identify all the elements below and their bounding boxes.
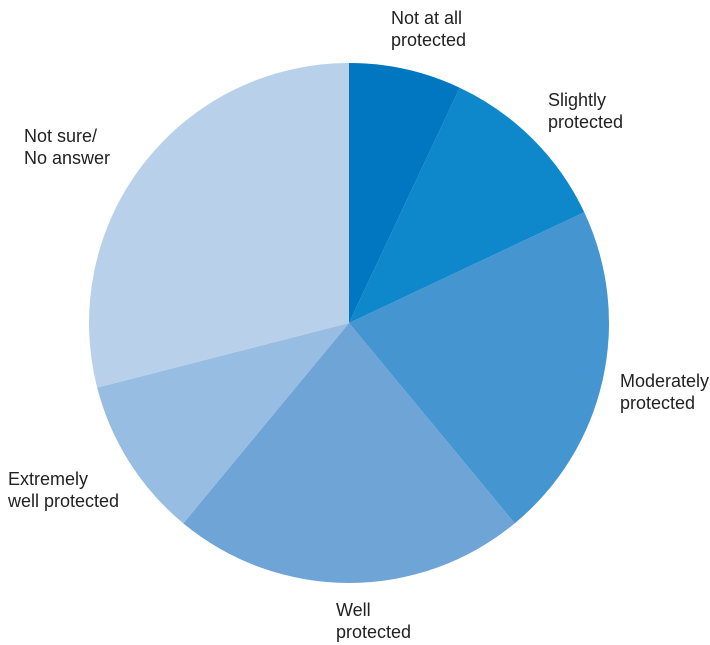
pie-slice-not-sure-no-answer <box>89 63 350 388</box>
slice-label-line: protected <box>620 393 695 413</box>
slice-label-extremely-well-protected: Extremely well protected <box>7 469 119 511</box>
slice-label-line: No answer <box>24 148 110 168</box>
slice-label-slightly-protected: Slightly protected <box>548 90 623 132</box>
pie-slice-not-at-all-protected <box>349 63 460 323</box>
slice-label-moderately-protected: Moderately protected <box>620 371 709 413</box>
slice-label-line: protected <box>391 30 466 50</box>
slice-label-line: protected <box>548 112 623 132</box>
slice-label-well-protected: Well protected <box>336 600 411 642</box>
slice-label-line: protected <box>336 622 411 642</box>
slice-label-line: Well <box>336 600 371 620</box>
slice-label-not-at-all-protected: Not at all protected <box>391 8 466 50</box>
pie-slice-slightly-protected <box>349 87 585 324</box>
slice-label-line: Not at all <box>391 8 462 28</box>
slice-label-not-sure-no-answer: Not sure/No answer <box>24 126 110 168</box>
pie-slice-well-protected <box>183 323 515 583</box>
slice-label-line: Extremely <box>8 469 88 489</box>
slice-label-line: Slightly <box>548 90 606 110</box>
slice-label-line: Moderately <box>620 371 709 391</box>
pie-slice-extremely-well-protected <box>97 323 349 524</box>
pie-slice-moderately-protected <box>349 212 610 524</box>
pie-slices <box>89 63 610 583</box>
slice-label-line: well protected <box>7 491 119 511</box>
slice-label-line: Not sure/ <box>24 126 97 146</box>
